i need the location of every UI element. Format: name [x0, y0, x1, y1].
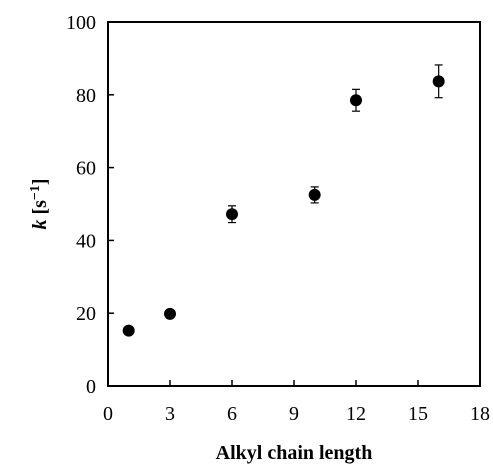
x-tick-label: 6	[227, 403, 237, 425]
y-axis-unit: [s	[29, 200, 51, 220]
data-points	[122, 64, 445, 337]
y-axis-unit-exponent: −1	[28, 185, 43, 200]
y-tick-label: 60	[76, 158, 96, 180]
data-point	[122, 324, 135, 337]
y-axis-variable: k	[29, 220, 51, 230]
x-tick-label: 15	[408, 403, 428, 425]
x-tick-label: 9	[289, 403, 299, 425]
y-axis-unit-close: ]	[29, 178, 51, 185]
data-point	[308, 188, 321, 201]
x-axis-title: Alkyl chain length	[216, 442, 373, 464]
data-point	[164, 307, 176, 320]
data-point	[350, 94, 362, 107]
x-tick-label: 0	[103, 403, 113, 425]
x-axis: 0 3 6 9 12 15 18	[103, 380, 490, 425]
y-axis: 0 20 40 60 80 100	[66, 12, 114, 398]
data-point	[432, 75, 445, 88]
y-tick-label: 0	[86, 376, 96, 398]
x-tick-label: 12	[346, 403, 366, 425]
y-tick-label: 100	[66, 12, 96, 34]
data-point	[226, 208, 238, 221]
y-tick-label: 40	[76, 230, 96, 252]
x-tick-label: 18	[470, 403, 490, 425]
plot-frame	[107, 21, 481, 387]
y-axis-title: k [s−1]	[28, 178, 51, 229]
x-tick-label: 3	[165, 403, 175, 425]
y-tick-label: 20	[76, 303, 96, 325]
y-tick-label: 80	[76, 85, 96, 107]
